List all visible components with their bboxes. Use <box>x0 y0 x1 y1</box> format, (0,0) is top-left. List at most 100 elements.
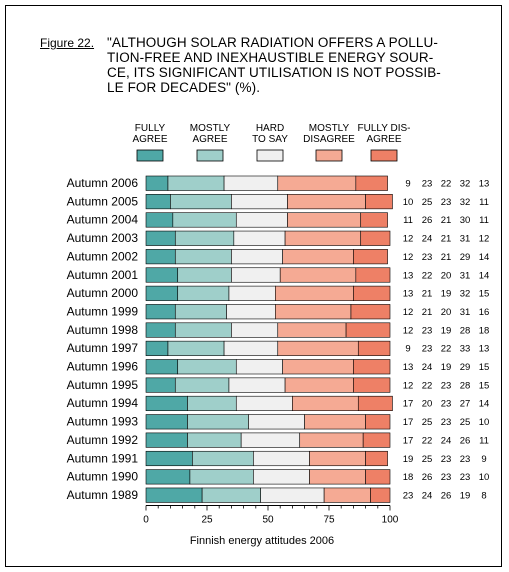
value-label-autumn-2003-mostly-disagree: 31 <box>460 234 471 245</box>
bar-autumn-1989-fully-disagree <box>370 487 391 503</box>
category-label-autumn-1995: Autumn 1995 <box>67 378 139 392</box>
bar-autumn-1997-hard-to-say <box>223 340 279 356</box>
value-label-autumn-2002-hard-to-say: 21 <box>441 252 452 263</box>
bar-autumn-1992-fully-disagree <box>362 432 391 448</box>
value-label-autumn-2001-hard-to-say: 20 <box>441 270 452 281</box>
value-label-autumn-2003-hard-to-say: 21 <box>441 234 452 245</box>
category-label-autumn-1991: Autumn 1991 <box>67 451 139 465</box>
value-label-autumn-2001-mostly-disagree: 31 <box>460 270 471 281</box>
value-label-autumn-1995-mostly-agree: 22 <box>422 380 433 391</box>
bar-autumn-1998-mostly-agree <box>174 322 232 338</box>
value-label-autumn-2006-mostly-agree: 23 <box>422 179 433 190</box>
legend-swatch-mostly-agree <box>196 149 224 162</box>
bar-autumn-1990-fully-disagree <box>365 469 391 485</box>
legend-label-hard-to-say: TO SAY <box>252 134 288 145</box>
value-label-autumn-1994-hard-to-say: 23 <box>441 399 452 410</box>
category-label-autumn-2002: Autumn 2002 <box>67 249 139 263</box>
bar-autumn-1990-hard-to-say <box>253 469 310 485</box>
value-label-autumn-2003-fully-disagree: 12 <box>479 234 490 245</box>
bar-autumn-2002-fully-disagree <box>353 249 388 265</box>
value-label-autumn-1991-fully-agree: 19 <box>403 454 414 465</box>
bar-autumn-2000-hard-to-say <box>228 285 276 301</box>
value-label-autumn-1989-mostly-agree: 24 <box>422 490 433 501</box>
x-axis-label: Finnish energy attitudes 2006 <box>190 535 334 547</box>
bar-autumn-1998-fully-agree <box>145 322 176 338</box>
value-label-autumn-2000-hard-to-say: 19 <box>441 289 452 300</box>
bar-autumn-2005-hard-to-say <box>231 194 288 210</box>
legend-label-hard-to-say: HARD <box>256 123 284 134</box>
bar-autumn-1991-mostly-disagree <box>309 450 366 467</box>
legend-swatch-fully-agree <box>136 149 164 162</box>
bar-autumn-1995-fully-disagree <box>353 377 391 393</box>
figure-title-line-4: LE FOR DECADES" (%). <box>107 80 261 95</box>
value-label-autumn-1997-fully-disagree: 13 <box>479 344 490 355</box>
bar-autumn-1994-hard-to-say <box>235 395 293 412</box>
bar-autumn-1996-mostly-disagree <box>282 359 354 375</box>
category-label-autumn-1997: Autumn 1997 <box>67 341 139 355</box>
value-label-autumn-2004-fully-disagree: 11 <box>479 215 489 226</box>
legend-label-mostly-disagree: DISAGREE <box>303 134 355 145</box>
value-label-autumn-1993-fully-disagree: 10 <box>479 417 490 428</box>
bar-autumn-2003-hard-to-say <box>233 230 286 246</box>
figure-title-line-3: CE, ITS SIGNIFICANT UTILISATION IS NOT P… <box>107 65 441 80</box>
category-label-autumn-1989: Autumn 1989 <box>67 488 139 502</box>
value-label-autumn-1995-hard-to-say: 23 <box>441 380 452 391</box>
bar-autumn-2006-fully-agree <box>145 175 169 191</box>
value-label-autumn-1994-fully-agree: 17 <box>403 399 414 410</box>
value-label-autumn-1997-hard-to-say: 22 <box>441 344 452 355</box>
bar-autumn-1992-mostly-disagree <box>299 432 364 448</box>
bar-autumn-2001-fully-agree <box>145 267 179 283</box>
value-label-autumn-1989-fully-disagree: 8 <box>481 490 486 501</box>
value-label-autumn-1993-mostly-agree: 25 <box>422 417 433 428</box>
bar-autumn-2006-mostly-disagree <box>277 175 357 191</box>
bar-autumn-1997-mostly-disagree <box>277 340 359 356</box>
legend-swatch-mostly-disagree <box>315 149 343 162</box>
value-label-autumn-2005-fully-disagree: 11 <box>479 197 489 208</box>
bar-autumn-1998-hard-to-say <box>231 322 279 338</box>
value-label-autumn-1996-fully-agree: 13 <box>403 362 414 373</box>
value-label-autumn-1998-mostly-disagree: 28 <box>460 325 471 336</box>
category-label-autumn-1994: Autumn 1994 <box>67 396 139 410</box>
value-label-autumn-1991-mostly-agree: 25 <box>422 454 433 465</box>
legend-label-fully-disagree: AGREE <box>366 134 401 145</box>
figure-label: Figure 22. <box>40 36 95 50</box>
value-label-autumn-1997-mostly-disagree: 33 <box>460 344 471 355</box>
category-label-autumn-2005: Autumn 2005 <box>67 194 139 208</box>
value-label-autumn-2002-fully-disagree: 14 <box>479 252 490 263</box>
x-tick-label-25: 25 <box>201 514 213 525</box>
value-label-autumn-1998-fully-agree: 12 <box>403 325 414 336</box>
bars: Autumn 2006 9 23 22 32 13 Autumn 2005 10 25 23 32 1… <box>67 175 490 503</box>
value-label-autumn-1989-mostly-disagree: 19 <box>460 490 471 501</box>
bar-autumn-2005-mostly-agree <box>170 194 232 210</box>
value-label-autumn-1989-fully-agree: 23 <box>403 490 414 501</box>
bar-autumn-2006-hard-to-say <box>223 175 279 191</box>
figure-title: "ALTHOUGH SOLAR RADIATION OFFERS A POLLU… <box>107 35 477 95</box>
bar-autumn-2000-fully-agree <box>145 285 179 301</box>
bar-autumn-2004-mostly-disagree <box>287 212 362 228</box>
bar-autumn-1997-mostly-agree <box>167 340 225 356</box>
bar-autumn-2003-fully-disagree <box>360 230 391 246</box>
value-label-autumn-2001-fully-agree: 13 <box>403 270 414 281</box>
bar-autumn-2002-mostly-disagree <box>282 249 354 265</box>
value-label-autumn-2000-fully-agree: 13 <box>403 289 414 300</box>
bar-autumn-2004-mostly-agree <box>172 212 237 228</box>
value-label-autumn-1994-fully-disagree: 14 <box>479 399 490 410</box>
category-label-autumn-1998: Autumn 1998 <box>67 323 139 337</box>
bar-autumn-1992-mostly-agree <box>187 432 242 448</box>
category-label-autumn-1993: Autumn 1993 <box>67 415 139 429</box>
legend-label-mostly-agree: AGREE <box>192 134 227 145</box>
legend-label-mostly-disagree: MOSTLY <box>309 123 350 134</box>
bar-autumn-1994-fully-disagree <box>357 395 393 412</box>
bar-autumn-1992-hard-to-say <box>240 432 301 448</box>
bar-autumn-2004-hard-to-say <box>235 212 288 228</box>
bar-autumn-2006-fully-disagree <box>355 175 388 191</box>
value-label-autumn-2006-mostly-disagree: 32 <box>460 179 471 190</box>
bar-autumn-1999-mostly-disagree <box>275 304 352 320</box>
value-label-autumn-2005-fully-agree: 10 <box>403 197 414 208</box>
value-label-autumn-1996-hard-to-say: 19 <box>441 362 452 373</box>
bar-autumn-2003-mostly-disagree <box>284 230 362 246</box>
value-label-autumn-1990-hard-to-say: 23 <box>441 472 452 483</box>
x-tick-label-100: 100 <box>382 514 399 525</box>
value-label-autumn-1992-hard-to-say: 24 <box>441 435 452 446</box>
value-label-autumn-1990-fully-disagree: 10 <box>479 472 490 483</box>
